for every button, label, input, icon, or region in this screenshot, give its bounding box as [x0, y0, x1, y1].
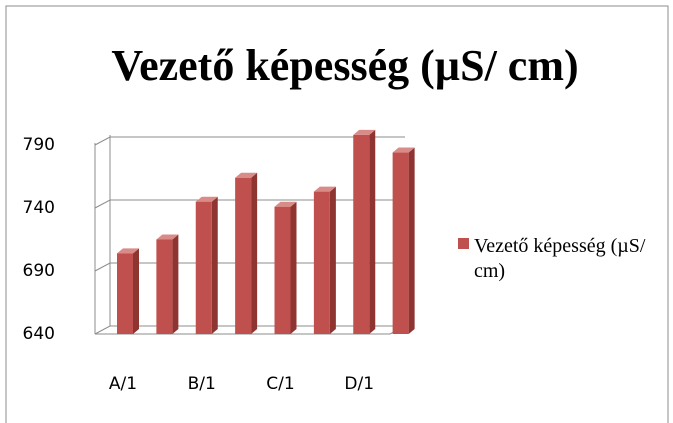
bar-face: [274, 201, 297, 207]
bar: [195, 196, 218, 334]
grid-line: [94, 262, 405, 272]
chart-frame: [5, 5, 669, 423]
bar-face: [235, 177, 252, 334]
bar-face: [313, 186, 336, 192]
bar-face: [156, 234, 179, 240]
bar: [117, 248, 139, 334]
bar-face: [274, 206, 291, 334]
bar-face: [235, 172, 258, 178]
bar: [392, 147, 415, 334]
bar-face: [313, 191, 330, 334]
bar-face: [195, 196, 218, 202]
legend-label: Vezető képesség (µS/ cm): [474, 235, 646, 282]
grid-line: [94, 325, 405, 335]
bar-face: [172, 234, 179, 334]
bar-face: [369, 129, 376, 334]
y-tick-label: 790: [23, 135, 55, 155]
legend-swatch: [458, 238, 469, 249]
chart-title: Vezető képesség (µS/ cm): [111, 41, 578, 90]
bar-face: [353, 134, 370, 334]
bar-face: [211, 196, 218, 334]
bar-face: [408, 147, 415, 334]
bar-face: [392, 152, 409, 334]
bar-face: [353, 129, 376, 135]
bar-face: [133, 248, 139, 334]
bar-face: [117, 253, 133, 334]
x-tick-label: A/1: [109, 374, 137, 394]
bar: [313, 186, 336, 334]
grid-line: [94, 199, 405, 209]
y-tick-label: 640: [23, 324, 55, 344]
bar-face: [251, 172, 258, 334]
bar-face: [290, 201, 297, 334]
x-tick-label: C/1: [266, 374, 294, 394]
bar-face: [156, 239, 173, 334]
x-tick-label: D/1: [344, 374, 374, 394]
y-tick-label: 690: [23, 261, 55, 281]
bar: [156, 234, 179, 334]
y-tick-label: 740: [23, 198, 55, 218]
x-tick-label: B/1: [188, 374, 216, 394]
bar-face: [329, 186, 336, 334]
bar: [274, 201, 297, 334]
bar-face: [195, 201, 212, 334]
grid-line: [94, 136, 405, 146]
bar: [235, 172, 258, 334]
bar-face: [117, 248, 139, 254]
bar: [353, 129, 376, 334]
bar-face: [392, 147, 415, 153]
